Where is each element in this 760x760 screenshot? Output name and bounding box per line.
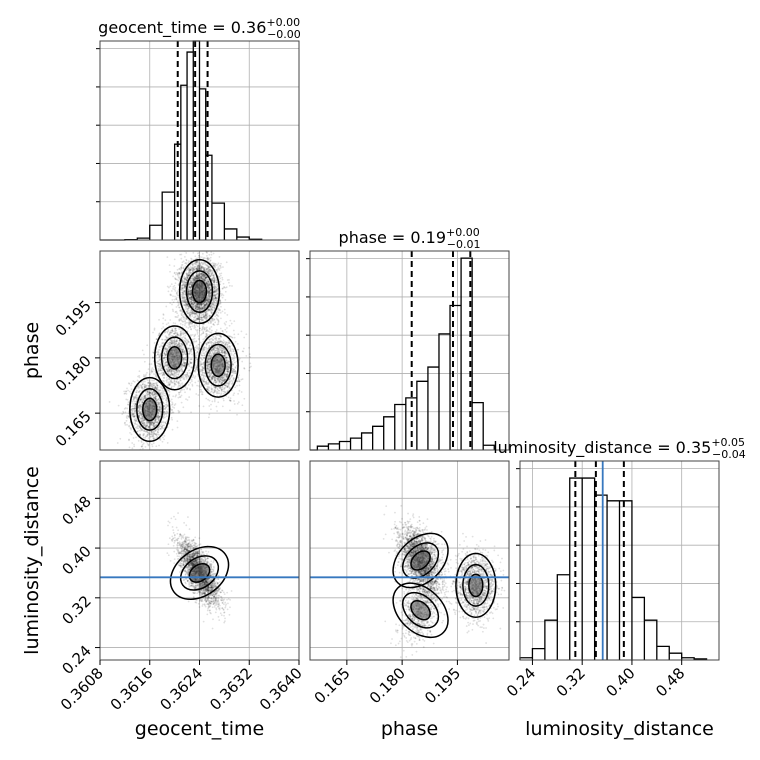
contour bbox=[401, 591, 440, 629]
x-axis-label-geocent_time: geocent_time bbox=[135, 718, 264, 740]
title-main: luminosity_distance = 0.35 bbox=[493, 438, 711, 458]
hist-panel-phase: phase = 0.19+0.00 −0.01 bbox=[306, 226, 510, 451]
title-upper: +0.00 bbox=[266, 16, 300, 29]
hist-panel-geocent_time: geocent_time = 0.36+0.00 −0.00 bbox=[96, 16, 301, 241]
x-tick-label-geocent_time: 0.3616 bbox=[107, 664, 157, 714]
x-tick-label-luminosity_distance: 0.48 bbox=[652, 664, 688, 700]
contour bbox=[185, 270, 214, 313]
panel-frame bbox=[309, 250, 510, 451]
y-tick-label-luminosity_distance: 0.48 bbox=[58, 492, 94, 528]
y-axis-label-phase: phase bbox=[21, 322, 43, 379]
title-upper: +0.00 bbox=[446, 226, 480, 239]
y-tick-label-phase: 0.195 bbox=[52, 297, 95, 340]
title-upper: +0.05 bbox=[711, 436, 745, 449]
x-tick-label-geocent_time: 0.3640 bbox=[256, 664, 306, 714]
panel-frame bbox=[309, 460, 510, 661]
y-tick-label-luminosity_distance: 0.40 bbox=[58, 542, 94, 578]
title-lower: −0.04 bbox=[712, 448, 746, 461]
x-tick-label-geocent_time: 0.3632 bbox=[206, 664, 256, 714]
contour bbox=[169, 545, 230, 600]
y-tick-label-phase: 0.180 bbox=[52, 352, 95, 395]
x-axis-label-luminosity_distance: luminosity_distance bbox=[525, 718, 714, 740]
contour bbox=[455, 552, 497, 618]
contour bbox=[136, 388, 164, 431]
hist-panel-luminosity_distance: luminosity_distance = 0.35+0.05 −0.04 bbox=[493, 436, 746, 661]
contour bbox=[462, 563, 490, 607]
x-tick-label-luminosity_distance: 0.40 bbox=[602, 664, 638, 700]
contour bbox=[178, 258, 221, 325]
contour bbox=[410, 550, 431, 571]
x-tick-label-luminosity_distance: 0.24 bbox=[503, 664, 539, 700]
y-tick-label-phase: 0.165 bbox=[52, 407, 95, 450]
contour bbox=[410, 600, 431, 621]
contour bbox=[392, 582, 449, 639]
panel-title-phase: phase = 0.19+0.00 −0.01 bbox=[339, 226, 481, 251]
hist-step-geocent_time bbox=[100, 40, 263, 241]
density-panel-phase-luminosity_distance bbox=[309, 460, 510, 661]
contour bbox=[468, 573, 484, 598]
contour bbox=[179, 555, 220, 591]
contour bbox=[160, 336, 189, 380]
x-tick-label-phase: 0.195 bbox=[421, 664, 464, 707]
contour bbox=[142, 397, 158, 422]
x-axis-label-phase: phase bbox=[381, 718, 438, 740]
panel-title-luminosity_distance: luminosity_distance = 0.35+0.05 −0.04 bbox=[493, 436, 746, 461]
hist-step-luminosity_distance bbox=[519, 477, 708, 660]
contour bbox=[166, 345, 183, 370]
title-lower: −0.01 bbox=[447, 238, 481, 251]
x-tick-label-geocent_time: 0.3624 bbox=[156, 664, 206, 714]
panel-frame bbox=[519, 460, 720, 661]
contour bbox=[153, 325, 196, 391]
contour bbox=[204, 343, 232, 387]
y-axis-label-luminosity_distance: luminosity_distance bbox=[21, 466, 43, 655]
x-tick-label-phase: 0.165 bbox=[311, 664, 354, 707]
panel-title-geocent_time: geocent_time = 0.36+0.00 −0.00 bbox=[98, 16, 301, 41]
hist-step-phase bbox=[310, 257, 495, 451]
contour bbox=[197, 332, 239, 398]
density-points bbox=[166, 512, 233, 630]
density-points bbox=[382, 504, 506, 659]
contour bbox=[129, 376, 171, 443]
title-main: geocent_time = 0.36 bbox=[98, 18, 266, 38]
contour bbox=[392, 532, 449, 589]
density-panel-geocent_time-luminosity_distance bbox=[99, 460, 300, 661]
x-tick-label-phase: 0.180 bbox=[366, 664, 409, 707]
contour bbox=[191, 279, 208, 304]
density-points bbox=[108, 251, 252, 450]
y-tick-label-luminosity_distance: 0.32 bbox=[58, 592, 94, 628]
contour bbox=[210, 353, 226, 378]
title-main: phase = 0.19 bbox=[339, 228, 446, 247]
panel-frame bbox=[99, 250, 300, 451]
x-tick-label-luminosity_distance: 0.32 bbox=[553, 664, 589, 700]
panel-frame bbox=[99, 40, 300, 241]
contour bbox=[401, 542, 440, 579]
density-panel-geocent_time-phase bbox=[99, 250, 300, 451]
title-lower: −0.00 bbox=[267, 28, 301, 41]
